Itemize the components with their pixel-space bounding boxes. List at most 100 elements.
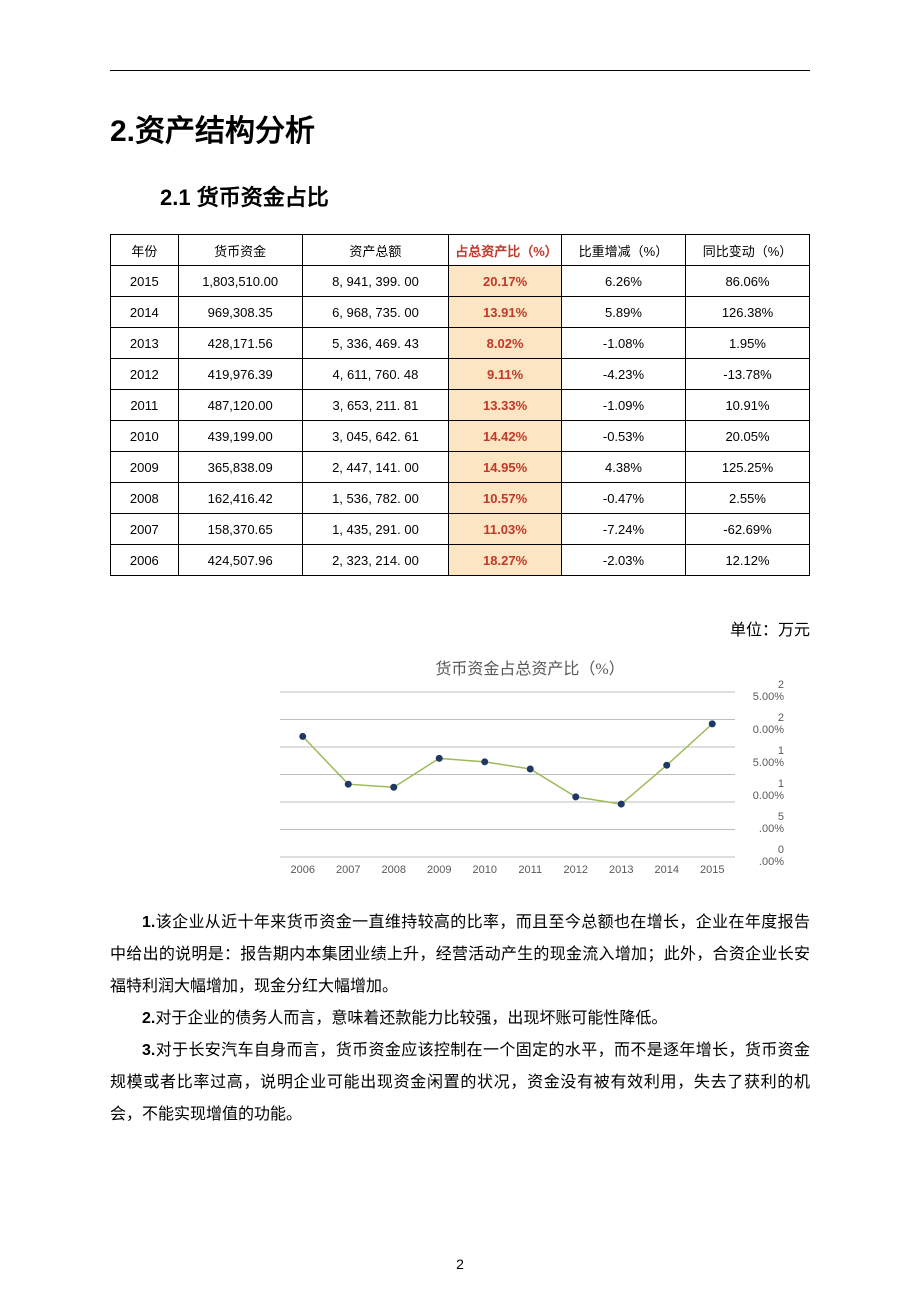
table-cell: 8, 941, 399. 00 (302, 266, 449, 297)
document-page: 2.资产结构分析 2.1 货币资金占比 年份 货币资金 资产总额 占总资产比（%… (0, 0, 920, 1302)
table-cell: 13.33% (449, 390, 562, 421)
table-row: 2011487,120.003, 653, 211. 8113.33%-1.09… (111, 390, 810, 421)
table-cell: 3, 045, 642. 61 (302, 421, 449, 452)
heading-level-1: 2.资产结构分析 (110, 106, 810, 150)
table-cell: 2008 (111, 483, 179, 514)
svg-text:5.00%: 5.00% (753, 757, 784, 769)
chart-svg: 货币资金占总资产比（%）25.00%20.00%15.00%10.00%5.00… (270, 652, 790, 882)
table-row: 20151,803,510.008, 941, 399. 0020.17%6.2… (111, 266, 810, 297)
table-cell: 162,416.42 (178, 483, 302, 514)
paragraph-number: 3. (142, 1042, 155, 1059)
table-cell: 2011 (111, 390, 179, 421)
table-cell: 20.17% (449, 266, 562, 297)
table-cell: -1.08% (561, 328, 685, 359)
svg-text:2010: 2010 (473, 864, 497, 876)
svg-text:2: 2 (778, 712, 784, 724)
table-cell: 20.05% (685, 421, 809, 452)
table-header-cell: 资产总额 (302, 235, 449, 266)
table-cell: 6.26% (561, 266, 685, 297)
svg-text:2015: 2015 (700, 864, 724, 876)
table-header-cell-highlight: 占总资产比（%） (449, 235, 562, 266)
table-cell: 158,370.65 (178, 514, 302, 545)
svg-text:0.00%: 0.00% (753, 724, 784, 736)
table-cell: 2015 (111, 266, 179, 297)
analysis-paragraph: 2.对于企业的债务人而言，意味着还款能力比较强，出现坏账可能性降低。 (110, 1003, 810, 1035)
table-cell: 2010 (111, 421, 179, 452)
table-cell: 10.91% (685, 390, 809, 421)
table-cell: 12.12% (685, 545, 809, 576)
table-header-cell: 货币资金 (178, 235, 302, 266)
table-header-cell: 比重增减（%） (561, 235, 685, 266)
table-cell: 2007 (111, 514, 179, 545)
table-row: 2014969,308.356, 968, 735. 0013.91%5.89%… (111, 297, 810, 328)
table-cell: 3, 653, 211. 81 (302, 390, 449, 421)
table-cell: 969,308.35 (178, 297, 302, 328)
svg-text:2012: 2012 (564, 864, 588, 876)
table-cell: 14.95% (449, 452, 562, 483)
svg-text:2: 2 (778, 679, 784, 691)
table-cell: 1, 435, 291. 00 (302, 514, 449, 545)
table-cell: -62.69% (685, 514, 809, 545)
svg-text:2013: 2013 (609, 864, 633, 876)
table-cell: 2009 (111, 452, 179, 483)
svg-text:5: 5 (778, 811, 784, 823)
table-cell: -2.03% (561, 545, 685, 576)
cash-ratio-chart: 货币资金占总资产比（%）25.00%20.00%15.00%10.00%5.00… (270, 652, 790, 887)
analysis-text: 1.该企业从近十年来货币资金一直维持较高的比率，而且至今总额也在增长，企业在年度… (110, 907, 810, 1131)
table-cell: -0.53% (561, 421, 685, 452)
table-cell: 2014 (111, 297, 179, 328)
table-header-cell: 同比变动（%） (685, 235, 809, 266)
table-cell: 18.27% (449, 545, 562, 576)
table-cell: 13.91% (449, 297, 562, 328)
table-row: 2008162,416.421, 536, 782. 0010.57%-0.47… (111, 483, 810, 514)
table-cell: 126.38% (685, 297, 809, 328)
svg-text:2014: 2014 (655, 864, 679, 876)
table-cell: 9.11% (449, 359, 562, 390)
top-horizontal-rule (110, 70, 810, 71)
table-cell: 86.06% (685, 266, 809, 297)
page-number: 2 (0, 1256, 920, 1272)
svg-text:0: 0 (778, 844, 784, 856)
table-row: 2009365,838.092, 447, 141. 0014.95%4.38%… (111, 452, 810, 483)
svg-text:.00%: .00% (759, 856, 784, 868)
table-cell: 1,803,510.00 (178, 266, 302, 297)
table-row: 2013428,171.565, 336, 469. 438.02%-1.08%… (111, 328, 810, 359)
svg-text:货币资金占总资产比（%）: 货币资金占总资产比（%） (435, 660, 624, 678)
svg-text:5.00%: 5.00% (753, 691, 784, 703)
table-row: 2007158,370.651, 435, 291. 0011.03%-7.24… (111, 514, 810, 545)
table-cell: -7.24% (561, 514, 685, 545)
table-cell: 2.55% (685, 483, 809, 514)
table-cell: -4.23% (561, 359, 685, 390)
svg-text:1: 1 (778, 778, 784, 790)
table-cell: 6, 968, 735. 00 (302, 297, 449, 328)
table-cell: 2, 447, 141. 00 (302, 452, 449, 483)
table-cell: -13.78% (685, 359, 809, 390)
svg-text:2007: 2007 (336, 864, 360, 876)
table-header-cell: 年份 (111, 235, 179, 266)
table-cell: 424,507.96 (178, 545, 302, 576)
svg-text:2011: 2011 (518, 864, 542, 876)
table-cell: 2013 (111, 328, 179, 359)
table-cell: 5, 336, 469. 43 (302, 328, 449, 359)
unit-label: 单位：万元 (110, 616, 810, 640)
svg-text:2009: 2009 (427, 864, 451, 876)
table-cell: 365,838.09 (178, 452, 302, 483)
table-cell: -1.09% (561, 390, 685, 421)
table-cell: 4, 611, 760. 48 (302, 359, 449, 390)
cash-ratio-table: 年份 货币资金 资产总额 占总资产比（%） 比重增减（%） 同比变动（%） 20… (110, 234, 810, 576)
table-cell: 2006 (111, 545, 179, 576)
heading-level-2: 2.1 货币资金占比 (160, 180, 810, 212)
svg-text:2006: 2006 (291, 864, 315, 876)
svg-text:2008: 2008 (382, 864, 406, 876)
table-cell: 1, 536, 782. 00 (302, 483, 449, 514)
svg-text:.00%: .00% (759, 823, 784, 835)
paragraph-number: 2. (142, 1010, 155, 1027)
table-row: 2006424,507.962, 323, 214. 0018.27%-2.03… (111, 545, 810, 576)
table-row: 2012419,976.394, 611, 760. 489.11%-4.23%… (111, 359, 810, 390)
table-cell: 1.95% (685, 328, 809, 359)
table-cell: 487,120.00 (178, 390, 302, 421)
table-cell: 11.03% (449, 514, 562, 545)
table-cell: -0.47% (561, 483, 685, 514)
table-row: 2010439,199.003, 045, 642. 6114.42%-0.53… (111, 421, 810, 452)
table-cell: 10.57% (449, 483, 562, 514)
